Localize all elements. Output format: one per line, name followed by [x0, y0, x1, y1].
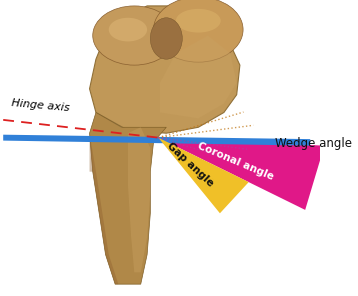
Text: Coronal angle: Coronal angle — [195, 141, 275, 182]
Ellipse shape — [154, 0, 243, 62]
Polygon shape — [90, 112, 166, 284]
Polygon shape — [90, 6, 240, 133]
Ellipse shape — [150, 18, 182, 59]
Text: Hinge axis: Hinge axis — [11, 98, 70, 112]
Polygon shape — [3, 135, 310, 146]
Polygon shape — [158, 138, 249, 213]
Ellipse shape — [109, 18, 147, 41]
Ellipse shape — [93, 6, 176, 65]
Ellipse shape — [176, 9, 221, 33]
Polygon shape — [160, 36, 237, 118]
Text: Wedge angle: Wedge angle — [275, 137, 352, 150]
Polygon shape — [90, 133, 118, 284]
Text: Gap angle: Gap angle — [165, 140, 216, 188]
Polygon shape — [128, 127, 150, 272]
Polygon shape — [158, 138, 324, 210]
